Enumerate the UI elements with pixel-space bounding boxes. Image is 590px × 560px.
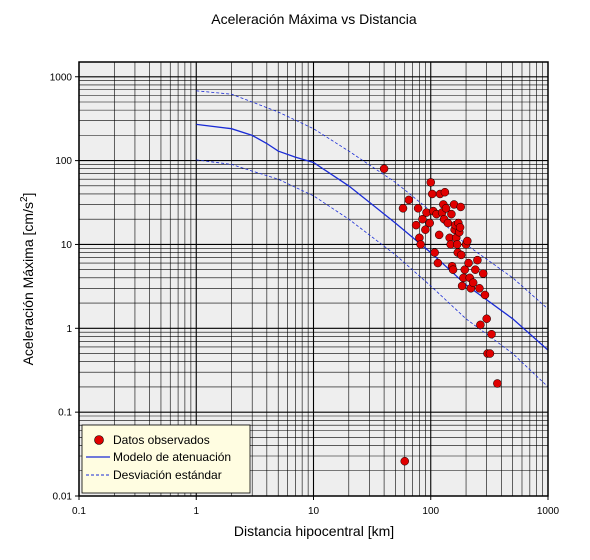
x-tick-label: 1 <box>193 506 199 517</box>
data-point <box>425 218 434 228</box>
data-point <box>428 189 437 199</box>
x-tick-label: 0.1 <box>72 506 86 517</box>
data-point <box>441 204 451 213</box>
data-point <box>487 329 496 339</box>
data-point <box>398 204 408 213</box>
legend-marker-observed <box>94 435 104 445</box>
data-point <box>433 258 443 268</box>
data-point <box>456 250 466 260</box>
data-point <box>443 218 453 228</box>
data-point <box>463 236 472 246</box>
data-point <box>460 265 470 274</box>
data-point <box>434 230 444 240</box>
y-tick-label: 0.1 <box>58 408 72 419</box>
y-axis-label-end: ] <box>20 193 36 197</box>
y-axis-label: Aceleración Máxima [cm/s2] <box>19 193 36 366</box>
data-point <box>418 214 427 224</box>
legend-label-model: Modelo de atenuación <box>113 450 231 464</box>
data-point <box>476 320 485 330</box>
y-tick-label: 1 <box>66 324 72 335</box>
y-tick-label: 100 <box>55 156 72 167</box>
stddev-line <box>196 159 549 388</box>
data-point <box>400 456 409 466</box>
legend-label-observed: Datos observados <box>113 433 210 447</box>
chart-title: Aceleración Máxima vs Distancia <box>211 11 417 27</box>
legend-box <box>81 424 251 494</box>
y-axis-label-sup: 2 <box>19 196 30 202</box>
data-point <box>430 248 439 257</box>
data-point <box>475 284 484 293</box>
data-points <box>379 164 502 466</box>
legend-label-stddev: Desviación estándar <box>113 468 222 482</box>
data-point <box>456 202 465 212</box>
data-point <box>411 220 421 230</box>
data-point <box>416 240 425 249</box>
data-point <box>440 187 450 197</box>
data-point <box>421 225 430 234</box>
data-point <box>482 314 491 324</box>
data-point <box>404 195 414 205</box>
data-point <box>471 265 480 274</box>
y-tick-label: 1000 <box>50 72 73 83</box>
data-point <box>447 209 456 219</box>
data-point <box>480 290 490 300</box>
data-point <box>455 223 465 232</box>
x-tick-label: 100 <box>422 506 439 517</box>
data-point <box>473 255 482 265</box>
data-point <box>493 379 502 388</box>
y-tick-label: 0.01 <box>53 492 73 503</box>
y-axis-label-main: Aceleración Máxima [cm/s <box>20 202 36 365</box>
x-tick-label: 10 <box>308 506 320 517</box>
data-point <box>457 281 467 291</box>
data-point <box>468 278 478 287</box>
data-point <box>452 240 462 249</box>
data-point <box>478 269 488 278</box>
grid-lines <box>78 62 548 497</box>
data-point <box>413 204 423 213</box>
data-point <box>485 349 495 358</box>
y-axis-ticks: 0.01 0.1 1 10 100 1000 <box>50 72 79 503</box>
x-axis-ticks: 0.1 1 10 100 1000 <box>72 496 560 517</box>
data-point <box>464 258 473 268</box>
x-axis-label: Distancia hipocentral [km] <box>234 523 394 539</box>
data-point <box>426 178 435 187</box>
y-tick-label: 10 <box>61 240 73 251</box>
stddev-line <box>196 90 549 310</box>
x-tick-label: 1000 <box>537 506 560 517</box>
data-point <box>379 164 389 173</box>
data-point <box>448 265 458 274</box>
legend: Datos observados Modelo de atenuación De… <box>81 424 251 494</box>
